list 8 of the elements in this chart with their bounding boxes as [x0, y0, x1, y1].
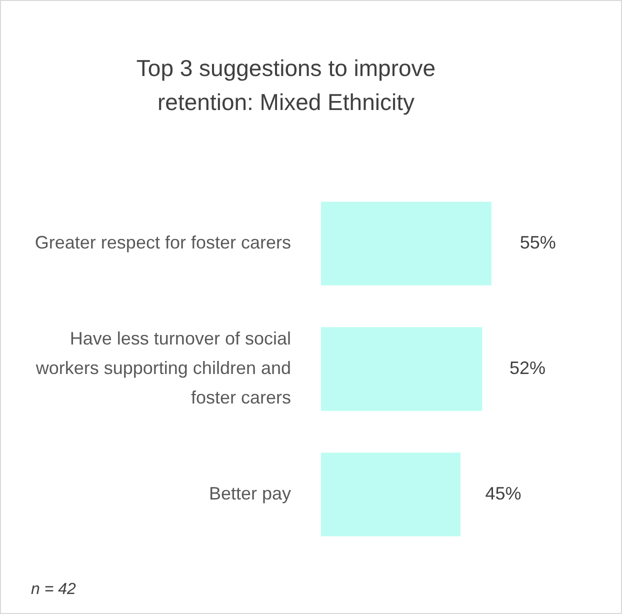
data-label: 55% [520, 232, 556, 253]
data-label: 45% [485, 483, 522, 504]
y-tick-label: Better pay [208, 483, 291, 504]
text: n = 42 [31, 581, 76, 599]
data-label: 52% [509, 358, 546, 378]
y-tick-label: Have less turnover of social workers supporting children and foster carers [34, 328, 291, 408]
chart-title: Top 3 suggestions to improve retention: Mixed Ethnicity [135, 54, 437, 117]
y-tick-label: Greater respect for foster carers [34, 232, 291, 253]
